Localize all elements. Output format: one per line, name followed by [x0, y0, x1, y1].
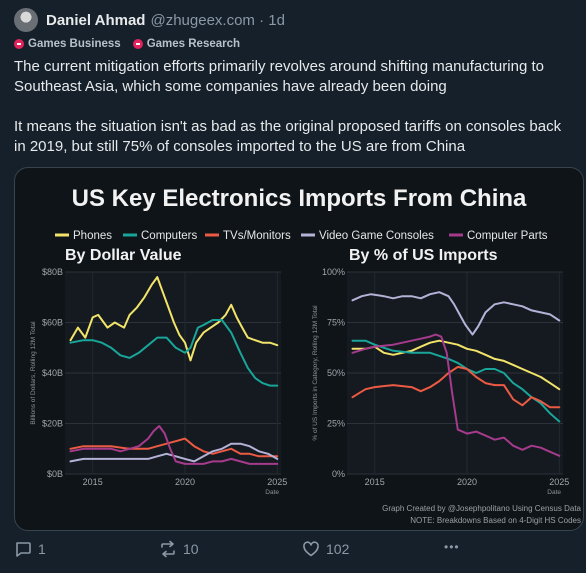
chart-image[interactable]: US Key Electronics Imports From China Ph… [14, 167, 584, 531]
series-line-phones [69, 276, 279, 362]
y-tick-label: $40B [42, 368, 63, 378]
y-tick-label: 25% [327, 419, 345, 429]
y-tick-label: 100% [322, 267, 345, 277]
post-text: The current mitigation efforts primarily… [14, 57, 574, 157]
reply-icon [16, 542, 31, 557]
series-line-video-game-consoles [69, 442, 279, 463]
x-tick-label: 2015 [365, 477, 385, 487]
chart-panel-dollar: $0B $20B $40B $60B $80B 2015 2020 2025 Date Billi… [30, 267, 287, 496]
x-tick-label: 2015 [83, 477, 103, 487]
avatar[interactable] [14, 8, 38, 32]
series-line-tvs-monitors [69, 437, 279, 458]
like-button[interactable]: 102 [302, 540, 349, 558]
tag-label: Games Research [146, 38, 241, 50]
legend-label: Computers [141, 230, 197, 242]
series-line-computer-parts [351, 333, 561, 457]
legend-label: Phones [73, 230, 112, 242]
more-options-button[interactable]: ••• [444, 540, 460, 554]
y-axis-label: Billions of Dollars, Rolling 12M Total [30, 321, 37, 425]
y-tick-label: 75% [327, 318, 345, 328]
chart-title-right: By % of US Imports [349, 247, 498, 264]
chart-credit: Graph Created by @Josephpolitano Using C… [382, 504, 581, 513]
legend-label: Computer Parts [467, 230, 548, 242]
legend: Phones Computers TVs/Monitors Video Game Co… [55, 230, 548, 242]
tag-label: Games Business [28, 38, 121, 50]
x-axis-label: Date [547, 489, 561, 496]
repost-icon [161, 540, 175, 558]
reply-button[interactable]: 1 [14, 540, 46, 558]
chart-title-left: By Dollar Value [65, 247, 182, 264]
y-tick-label: $80B [42, 267, 63, 277]
like-count: 102 [326, 541, 350, 557]
legend-label: Video Game Consoles [319, 230, 434, 242]
x-tick-label: 2020 [175, 477, 195, 487]
y-tick-label: $20B [42, 419, 63, 429]
legend-label: TVs/Monitors [223, 230, 291, 242]
chart-note: NOTE: Breakdowns Based on 4-Digit HS Cod… [410, 516, 581, 525]
heart-icon [303, 541, 319, 557]
tag-icon [14, 39, 24, 49]
tags: Games Business Games Research [14, 38, 240, 50]
reply-count: 1 [38, 541, 46, 557]
post-paragraph: The current mitigation efforts primarily… [14, 58, 544, 95]
chart-panel-percent: 0% 25% 50% 75% 100% 2015 2020 2025 Date % of US I… [312, 267, 569, 496]
tag-games-research[interactable]: Games Research [132, 38, 241, 50]
more-icon: ••• [444, 540, 460, 554]
author-handle[interactable]: @zhugeex.com · 1d [150, 11, 285, 29]
y-tick-label: 50% [327, 368, 345, 378]
series-line-tvs-monitors [351, 365, 561, 409]
chart-figure: US Key Electronics Imports From China Ph… [30, 185, 582, 525]
series-line-phones [351, 339, 561, 391]
series-line-video-game-consoles [351, 291, 561, 336]
series-line-computers [69, 319, 279, 387]
x-tick-label: 2025 [267, 477, 287, 487]
x-tick-label: 2020 [457, 477, 477, 487]
x-axis-label: Date [265, 489, 279, 496]
tag-games-business[interactable]: Games Business [14, 38, 121, 50]
author-name[interactable]: Daniel Ahmad [46, 11, 146, 29]
repost-count: 10 [183, 541, 199, 557]
y-axis-label: % of US Imports in Category, Rolling 12M… [312, 305, 319, 441]
y-tick-label: $0B [47, 469, 63, 479]
x-tick-label: 2025 [549, 477, 569, 487]
action-bar: 1 10 102 ••• [14, 540, 574, 562]
y-tick-label: $60B [42, 318, 63, 328]
y-tick-label: 0% [332, 469, 345, 479]
figure-title: US Key Electronics Imports From China [72, 185, 527, 212]
tag-icon [132, 39, 143, 49]
post-paragraph: It means the situation isn't as bad as t… [14, 118, 562, 155]
series-line-computer-parts [69, 425, 279, 465]
post-header: Daniel Ahmad @zhugeex.com · 1d [14, 8, 285, 32]
repost-button[interactable]: 10 [159, 540, 199, 558]
